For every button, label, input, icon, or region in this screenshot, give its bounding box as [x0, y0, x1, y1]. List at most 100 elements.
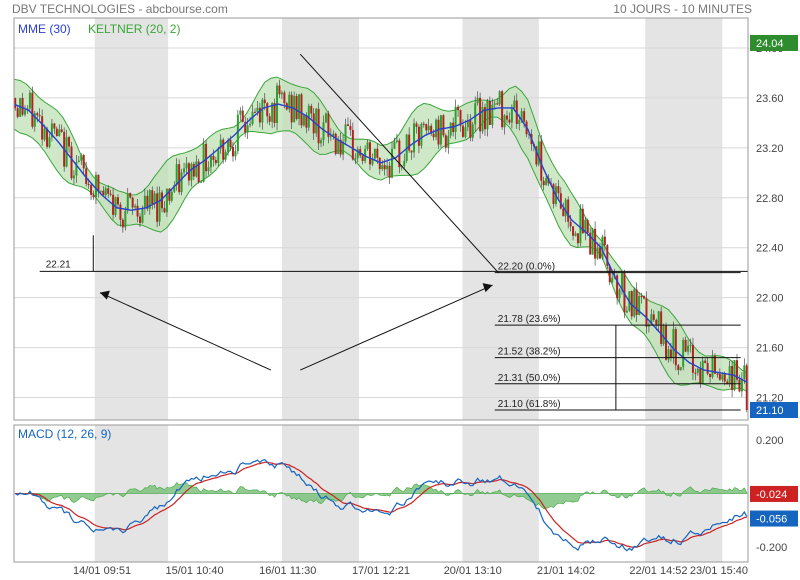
- macd-y-tick-label: -0.200: [756, 542, 787, 554]
- candle-down: [459, 110, 462, 126]
- y-tick-label: 21.20: [756, 393, 784, 405]
- candle-down: [410, 150, 413, 153]
- candle-up: [153, 193, 156, 204]
- candle-down: [569, 221, 572, 227]
- candle-up: [545, 178, 548, 186]
- chart-period: 10 JOURS - 10 MINUTES: [613, 2, 752, 16]
- y-tick-label: 23.20: [756, 143, 784, 155]
- candle-up: [564, 199, 567, 217]
- candle-down: [192, 163, 195, 177]
- candle-down: [131, 197, 134, 208]
- candle-down: [704, 360, 707, 363]
- candle-up: [80, 155, 83, 161]
- candle-down: [735, 360, 738, 380]
- trend-line: [299, 53, 499, 274]
- candle-down: [442, 115, 445, 136]
- candle-down: [542, 180, 545, 186]
- candle-down: [674, 329, 677, 366]
- candle-down: [102, 190, 105, 196]
- candle-up: [721, 374, 724, 380]
- candle-down: [229, 140, 232, 148]
- candle-up: [574, 233, 577, 236]
- candle-up: [209, 155, 212, 168]
- y-tick-label: 22.00: [756, 293, 784, 305]
- candle-up: [667, 349, 670, 360]
- candle-down: [31, 92, 34, 127]
- candle-down: [709, 373, 712, 378]
- candle-up: [195, 161, 198, 177]
- macd-plot-frame: [13, 424, 749, 563]
- candle-up: [620, 273, 623, 290]
- candle-up: [354, 158, 357, 160]
- y-tick-label: 21.60: [756, 343, 784, 355]
- candle-down: [567, 199, 570, 222]
- candle-up: [481, 107, 484, 132]
- price-tag: [750, 402, 798, 419]
- candle-up: [77, 160, 80, 163]
- candle-up: [711, 355, 714, 378]
- candle-down: [415, 123, 418, 127]
- arrowhead-left: [99, 290, 110, 300]
- candle-down: [496, 103, 499, 105]
- candle-down: [645, 298, 648, 327]
- candle-up: [435, 119, 438, 138]
- candle-up: [491, 104, 494, 126]
- candle-down: [295, 95, 298, 119]
- candle-down: [479, 97, 482, 132]
- candle-up: [202, 143, 205, 182]
- chart-title: DBV TECHNOLOGIES - abcbourse.com: [12, 2, 228, 16]
- candle-up: [611, 277, 614, 283]
- candle-up: [625, 310, 628, 313]
- price-tag-label: 21.10: [756, 405, 784, 417]
- candle-down: [684, 339, 687, 352]
- legend-mme: MME (30): [18, 22, 71, 36]
- candle-down: [376, 148, 379, 158]
- candle-down: [422, 123, 425, 125]
- x-tick-label: 23/01 15:40: [690, 565, 748, 577]
- candle-up: [256, 107, 259, 112]
- candle-down: [119, 204, 122, 220]
- candle-down: [278, 85, 281, 95]
- candle-up: [158, 192, 161, 222]
- candle-down: [334, 133, 337, 155]
- candle-down: [253, 111, 256, 113]
- candle-down: [665, 325, 668, 360]
- candle-down: [669, 349, 672, 359]
- candle-down: [535, 146, 538, 165]
- x-tick-label: 15/01 10:40: [166, 565, 224, 577]
- macd-y-tick-label: 0.200: [756, 435, 784, 447]
- candle-up: [126, 193, 129, 211]
- candle-up: [373, 148, 376, 159]
- candle-up: [246, 125, 249, 133]
- price-tag: [750, 34, 798, 51]
- candle-down: [68, 137, 71, 147]
- candle-down: [643, 296, 646, 299]
- candle-up: [207, 167, 210, 172]
- candle-down: [146, 195, 149, 209]
- candle-down: [444, 135, 447, 148]
- price-plot-frame: [13, 17, 749, 421]
- candle-down: [488, 100, 491, 126]
- arrow-left: [99, 292, 272, 371]
- candle-up: [510, 107, 513, 123]
- candle-down: [388, 165, 391, 178]
- candle-down: [557, 186, 560, 194]
- candle-down: [87, 183, 90, 186]
- candle-up: [236, 114, 239, 152]
- candle-up: [650, 314, 653, 325]
- candle-up: [143, 195, 146, 209]
- candle-up: [464, 127, 467, 137]
- candle-down: [469, 119, 472, 138]
- candle-down: [300, 94, 303, 126]
- candle-up: [498, 91, 501, 105]
- candle-down: [699, 368, 702, 384]
- candle-up: [134, 205, 137, 208]
- x-tick-label: 16/01 11:30: [259, 565, 316, 577]
- candle-up: [447, 135, 450, 148]
- candle-down: [290, 94, 293, 123]
- candle-down: [723, 374, 726, 382]
- candle-down: [745, 365, 748, 411]
- candle-down: [483, 107, 486, 130]
- candle-up: [449, 122, 452, 136]
- candle-down: [383, 165, 386, 170]
